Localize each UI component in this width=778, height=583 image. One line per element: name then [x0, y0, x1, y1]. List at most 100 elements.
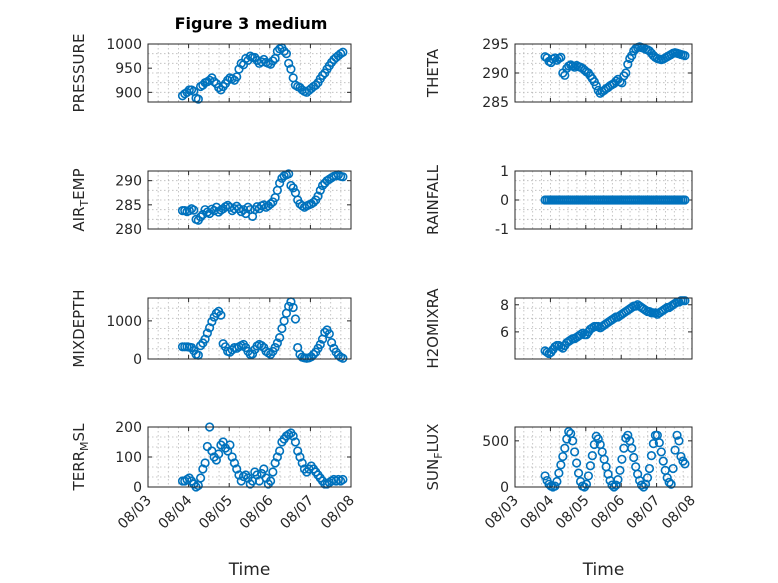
x-tick-label: 08/04	[156, 492, 196, 532]
plot-border	[514, 297, 693, 360]
y-tick-label: 1	[500, 164, 509, 180]
y-tick-label: 285	[482, 95, 509, 111]
data-point	[247, 349, 258, 359]
data-point	[308, 349, 319, 360]
data-series	[540, 195, 690, 205]
data-point	[338, 47, 348, 57]
data-point	[293, 446, 303, 456]
data-point	[279, 46, 289, 56]
x-axis-label: Time	[582, 560, 625, 580]
data-point	[268, 56, 278, 66]
data-point	[672, 430, 682, 440]
data-point	[674, 436, 684, 446]
data-point	[326, 338, 337, 348]
y-tick-label: 8	[500, 298, 509, 314]
y-tick-label: -1	[495, 222, 509, 238]
data-point	[320, 327, 330, 337]
data-point	[281, 49, 292, 59]
data-point	[195, 341, 206, 351]
data-point	[216, 310, 226, 320]
plot-border	[514, 43, 693, 103]
x-tick-label: 08/04	[517, 492, 557, 532]
data-point	[572, 458, 582, 468]
ylabel-subscript: F	[432, 452, 445, 458]
data-point	[288, 431, 298, 441]
data-point	[315, 185, 325, 195]
data-point	[656, 447, 666, 457]
data-point	[193, 94, 203, 104]
y-tick-label: 0	[133, 480, 142, 496]
y-tick-label: 280	[115, 222, 142, 238]
data-point	[272, 452, 282, 462]
data-point	[211, 455, 221, 465]
ylabel: TERRMSL	[70, 423, 91, 492]
subplot-mixdepth: 0 1000 MIXDEPTH	[70, 289, 352, 368]
subplot-air-temp: 280 285 290 AIRTEMP	[70, 168, 352, 238]
data-point	[338, 474, 348, 485]
data-point	[627, 443, 637, 453]
plot-border	[147, 426, 352, 488]
data-point	[256, 341, 267, 351]
data-point	[259, 464, 269, 474]
data-series	[177, 422, 348, 492]
plot-border	[147, 170, 352, 230]
data-point	[623, 59, 633, 69]
data-point	[270, 458, 280, 468]
y-tick-label: 200	[115, 420, 142, 436]
data-point	[184, 206, 194, 216]
x-tick-label: 08/06	[588, 492, 628, 532]
y-tick-label: 900	[115, 85, 142, 101]
data-point	[611, 480, 621, 490]
data-point	[654, 438, 664, 448]
data-point	[232, 464, 242, 474]
ylabel-part: LUX	[424, 424, 442, 453]
data-series	[177, 43, 348, 104]
data-point	[593, 434, 603, 444]
x-tick-label: 08/05	[553, 493, 593, 533]
data-point	[247, 476, 258, 486]
data-point	[214, 82, 224, 93]
data-point	[583, 471, 594, 481]
y-tick-label: 0	[133, 352, 142, 368]
data-point	[205, 208, 215, 219]
data-point	[554, 468, 564, 478]
data-point	[338, 172, 348, 182]
data-point	[324, 329, 334, 339]
x-tick-label: 08/07	[277, 493, 317, 533]
data-point	[550, 481, 560, 491]
ylabel-part: AIR	[70, 207, 88, 232]
data-point	[338, 353, 348, 363]
data-point	[268, 197, 278, 207]
ylabel-subscript: M	[78, 441, 91, 451]
data-point	[629, 452, 639, 463]
data-point	[198, 464, 208, 474]
data-point	[202, 328, 212, 338]
data-point	[613, 475, 623, 485]
data-point	[556, 52, 566, 62]
data-point	[229, 458, 240, 468]
data-point	[540, 471, 550, 481]
data-point	[290, 437, 301, 447]
data-point	[585, 461, 595, 471]
ylabel: AIRTEMP	[70, 168, 91, 231]
data-point	[290, 314, 301, 324]
data-series	[540, 427, 690, 492]
x-tick-label: 08/08	[659, 493, 699, 533]
data-point	[227, 452, 237, 462]
data-point	[560, 443, 570, 453]
data-point	[195, 212, 206, 222]
ylabel-subscript: T	[78, 200, 91, 208]
data-point	[189, 205, 199, 215]
data-point	[270, 342, 280, 353]
data-point	[315, 339, 325, 350]
data-point	[658, 456, 668, 466]
data-point	[272, 338, 282, 348]
ylabel-part: TERR	[70, 451, 88, 492]
data-point	[284, 301, 294, 311]
ylabel: SUNFLUX	[424, 424, 445, 491]
y-tick-label: 295	[482, 37, 509, 53]
ylabel-part: SUN	[424, 459, 442, 491]
ylabel-part: SL	[70, 423, 88, 442]
data-series	[540, 42, 690, 98]
